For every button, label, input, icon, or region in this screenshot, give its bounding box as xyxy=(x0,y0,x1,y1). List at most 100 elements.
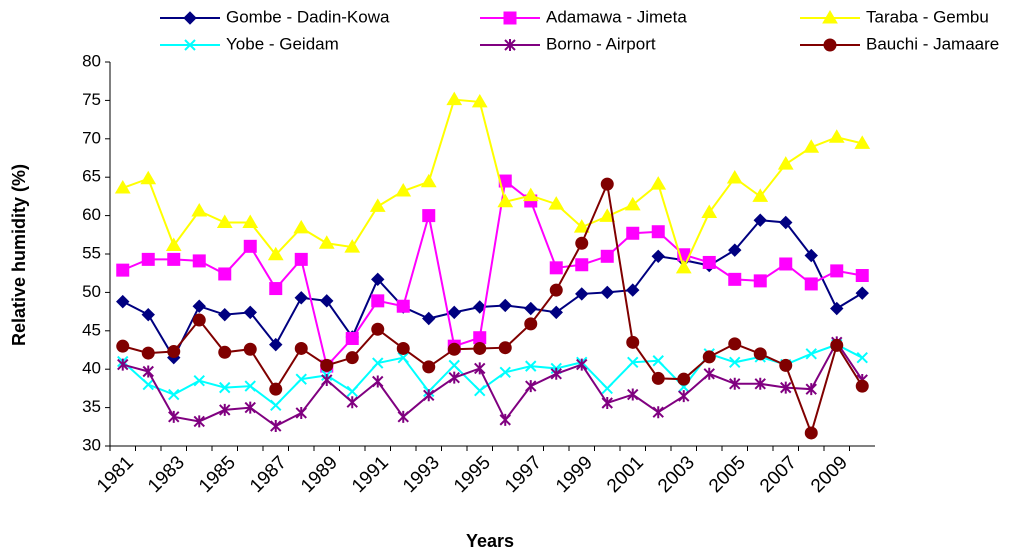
y-tick-label: 70 xyxy=(82,128,101,147)
legend-label: Bauchi - Jamaare xyxy=(866,34,999,53)
point xyxy=(726,169,743,184)
y-tick-label: 40 xyxy=(82,359,101,378)
point xyxy=(372,357,384,369)
point xyxy=(600,249,614,263)
point xyxy=(854,135,871,149)
point xyxy=(754,377,766,390)
point xyxy=(524,317,538,331)
point xyxy=(804,248,818,263)
point xyxy=(191,202,208,217)
point xyxy=(830,264,844,278)
point xyxy=(167,252,181,266)
point xyxy=(396,341,410,355)
point xyxy=(779,358,793,372)
point xyxy=(601,382,613,395)
point xyxy=(371,294,385,308)
y-tick-label: 75 xyxy=(82,90,101,109)
point xyxy=(295,406,307,419)
point xyxy=(627,388,639,401)
point xyxy=(675,259,692,274)
point xyxy=(828,129,845,143)
legend-label: Adamawa - Jimeta xyxy=(546,7,687,26)
y-axis-title: Relative humidity (%) xyxy=(9,164,29,346)
point xyxy=(243,239,257,253)
point xyxy=(243,342,257,356)
point xyxy=(344,239,361,253)
point xyxy=(270,399,282,412)
point xyxy=(167,345,181,359)
point xyxy=(627,356,639,368)
point xyxy=(652,406,664,419)
point xyxy=(219,381,231,394)
point xyxy=(497,193,514,208)
point xyxy=(753,274,767,288)
point xyxy=(601,396,613,409)
point xyxy=(626,283,640,297)
point xyxy=(192,254,206,268)
point xyxy=(779,215,793,230)
point xyxy=(549,283,563,297)
point xyxy=(804,426,818,440)
y-tick-label: 45 xyxy=(82,320,101,339)
series-line xyxy=(122,179,863,369)
point xyxy=(269,382,283,396)
point xyxy=(752,188,769,202)
point xyxy=(624,196,641,211)
point xyxy=(856,351,868,364)
point xyxy=(244,401,256,414)
x-axis-title: Years xyxy=(466,531,514,551)
point xyxy=(522,187,539,202)
point xyxy=(830,301,844,316)
point xyxy=(499,413,511,426)
point xyxy=(702,350,716,364)
point xyxy=(397,351,409,364)
x-tick-label: 2001 xyxy=(603,452,648,497)
point xyxy=(804,277,818,291)
point xyxy=(651,371,665,385)
point xyxy=(218,267,232,281)
point xyxy=(729,356,741,368)
point xyxy=(753,347,767,361)
point xyxy=(422,360,436,374)
legend-label: Gombe - Dadin-Kowa xyxy=(226,7,390,26)
point xyxy=(575,236,589,250)
point xyxy=(369,198,386,212)
point xyxy=(320,358,334,372)
series-line xyxy=(122,98,863,271)
x-tick-label: 2005 xyxy=(705,452,750,497)
point xyxy=(803,139,820,153)
point xyxy=(473,341,487,355)
legend-marker xyxy=(503,11,517,25)
point xyxy=(346,396,358,409)
legend-label: Yobe - Geidam xyxy=(226,34,339,53)
point xyxy=(244,380,256,392)
point xyxy=(448,359,460,372)
point xyxy=(193,415,205,428)
point xyxy=(600,285,614,300)
point xyxy=(550,367,562,380)
point xyxy=(549,261,563,275)
point xyxy=(396,299,410,313)
legend-label: Borno - Airport xyxy=(546,34,656,53)
point xyxy=(779,257,793,271)
point xyxy=(243,305,257,320)
point xyxy=(142,365,154,378)
point xyxy=(219,403,231,416)
point xyxy=(575,287,589,301)
legend-marker xyxy=(184,39,196,51)
point xyxy=(293,219,310,234)
series-line xyxy=(122,219,863,360)
point xyxy=(117,358,129,371)
point xyxy=(701,204,718,219)
x-tick-label: 1983 xyxy=(144,452,189,497)
x-tick-label: 1997 xyxy=(501,452,546,497)
point xyxy=(320,294,334,308)
point xyxy=(728,337,742,351)
point xyxy=(218,307,232,322)
point xyxy=(753,213,767,227)
point xyxy=(728,272,742,286)
point xyxy=(576,358,588,371)
point xyxy=(371,322,385,336)
point xyxy=(269,282,283,296)
point xyxy=(294,252,308,266)
